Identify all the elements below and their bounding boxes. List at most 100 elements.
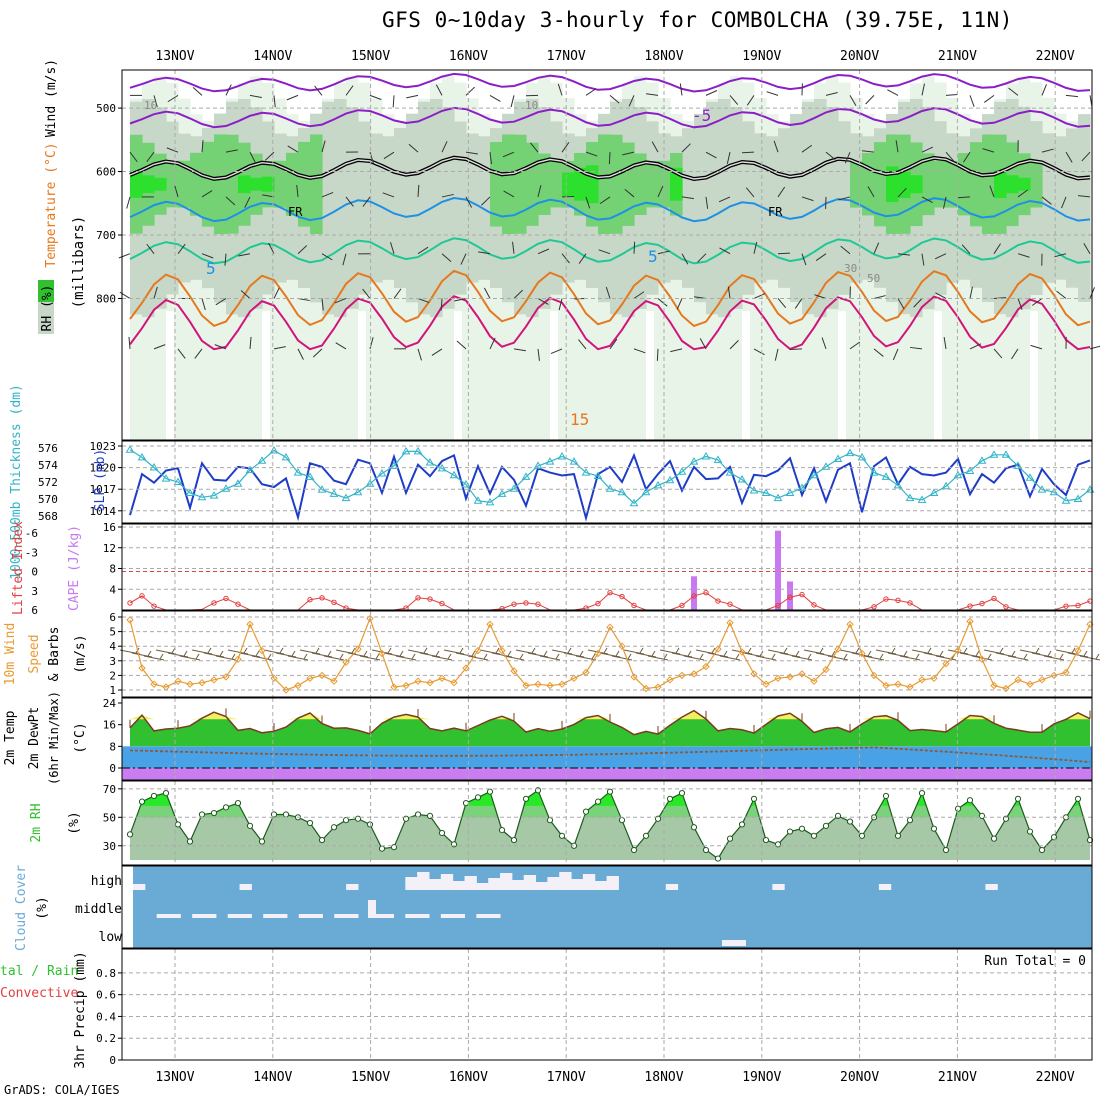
panel-layer <box>38 69 1100 1061</box>
wind-barb <box>417 348 422 361</box>
rh-shade <box>958 153 971 216</box>
thickness-marker <box>989 450 999 458</box>
wind-speed-marker <box>354 645 362 653</box>
wind-speed-marker <box>954 646 962 655</box>
rh-shade <box>466 133 479 283</box>
lifted-index-marker <box>799 591 805 598</box>
cloud-level-high: high <box>91 874 122 889</box>
wind-barb <box>225 84 232 96</box>
wind-barb <box>957 196 971 199</box>
thickness-marker <box>557 452 567 460</box>
rh2m-panel <box>126 787 1094 862</box>
isotherm-minus10c <box>129 72 1091 93</box>
wind-barb <box>441 253 452 262</box>
rh-marker <box>666 795 674 802</box>
precip-legend-rain: tal / Rain <box>0 964 78 979</box>
wind-barb <box>1008 87 1019 96</box>
rh-marker <box>210 809 218 817</box>
rh-tick-50: 50 <box>103 811 116 824</box>
wind-barb-10m <box>947 649 969 655</box>
wind-barb-10m <box>671 652 693 658</box>
wind-barb <box>1017 189 1029 198</box>
rh-marker <box>930 825 938 832</box>
wind-barb-10m-tick <box>495 647 500 654</box>
thickness-marker <box>1073 494 1083 502</box>
rh-shade <box>238 175 251 194</box>
cape-frame <box>121 523 1093 611</box>
wind-speed-marker <box>1038 676 1046 684</box>
wind-barb-10m <box>695 649 717 655</box>
wind-barb <box>297 245 308 255</box>
wind-barb-10m-tick <box>399 650 404 657</box>
wind-barb <box>503 190 515 198</box>
rh-marker <box>1086 836 1094 844</box>
wind-barb <box>502 151 515 158</box>
rh-marker <box>498 827 506 834</box>
wind-barb <box>273 95 276 108</box>
wind-speed-marker <box>534 680 542 688</box>
wind-barb-10m <box>887 652 909 658</box>
rh-gap <box>166 311 174 440</box>
wind-barb-10m-tick <box>1035 647 1040 654</box>
wind-barb-10m <box>815 652 837 658</box>
wind-speed-marker <box>174 677 182 685</box>
cloud-high-gap <box>547 877 560 890</box>
cloud-mid-gap <box>476 914 489 918</box>
rh-marker <box>810 832 818 839</box>
rh-legend-swatch-green <box>38 280 54 302</box>
wind-barb <box>963 151 971 163</box>
slp-tick-1017: 1017 <box>90 483 117 496</box>
wind-speed-marker <box>246 620 254 629</box>
cloud-mid-gap <box>204 914 217 918</box>
cloud-low-gap <box>722 940 746 946</box>
wind-barb <box>705 196 709 209</box>
wind-barb <box>840 245 851 255</box>
lifted-index-marker <box>595 600 601 607</box>
wind-barb <box>633 241 636 254</box>
wind-speed-marker <box>510 667 518 675</box>
temp2m-panel <box>122 698 1092 780</box>
cloud-mid-gap <box>381 914 394 918</box>
slp-panel <box>125 445 1095 522</box>
wind-barb <box>801 253 807 266</box>
wind-barb <box>656 348 659 361</box>
rh-gap <box>934 311 942 440</box>
wind-barb-10m-tick <box>867 650 872 657</box>
wind-ylabel-3: & Barbs <box>47 627 62 682</box>
wind-barb <box>512 241 515 254</box>
thickness-marker <box>329 489 339 497</box>
lifted-index-marker <box>235 601 241 607</box>
rh-shade <box>142 175 155 194</box>
side-label-temperature: Temperature (°C) <box>44 142 59 267</box>
rh-shade <box>550 161 563 208</box>
rh-shade <box>946 160 959 208</box>
wind-barb-10m <box>527 652 549 658</box>
wind-barb-10m-tick <box>567 647 572 654</box>
thickness-marker <box>905 493 915 502</box>
wind-barb-10m <box>407 649 429 655</box>
rh-shade <box>550 121 563 295</box>
rh-shade <box>826 106 839 310</box>
rh-ylabel-2: (%) <box>67 811 82 834</box>
wind-barb <box>537 348 540 361</box>
cloud-high-gap <box>665 884 679 890</box>
rh-shade <box>202 141 215 227</box>
cloud-high-gap <box>772 884 785 890</box>
wind-speed-marker <box>714 645 722 653</box>
thickness-marker <box>173 477 183 485</box>
thickness-marker <box>641 487 651 496</box>
cloud-mid-gap <box>405 914 418 918</box>
pressure-tick-800: 800 <box>96 292 116 305</box>
rh-shade <box>706 101 719 315</box>
wind-barb <box>249 94 262 98</box>
wind-barb-10m-tick <box>831 650 836 657</box>
wind-barb <box>679 83 683 96</box>
wind-speed-marker <box>378 649 386 658</box>
thickness-marker <box>161 474 171 482</box>
rh-shade <box>814 98 827 318</box>
thickness-marker <box>257 456 267 464</box>
wind-tick-1: 1 <box>109 684 116 697</box>
wind-barb-10m-tick <box>267 653 272 660</box>
rh-shade <box>646 121 659 295</box>
wind-barb <box>481 196 491 206</box>
